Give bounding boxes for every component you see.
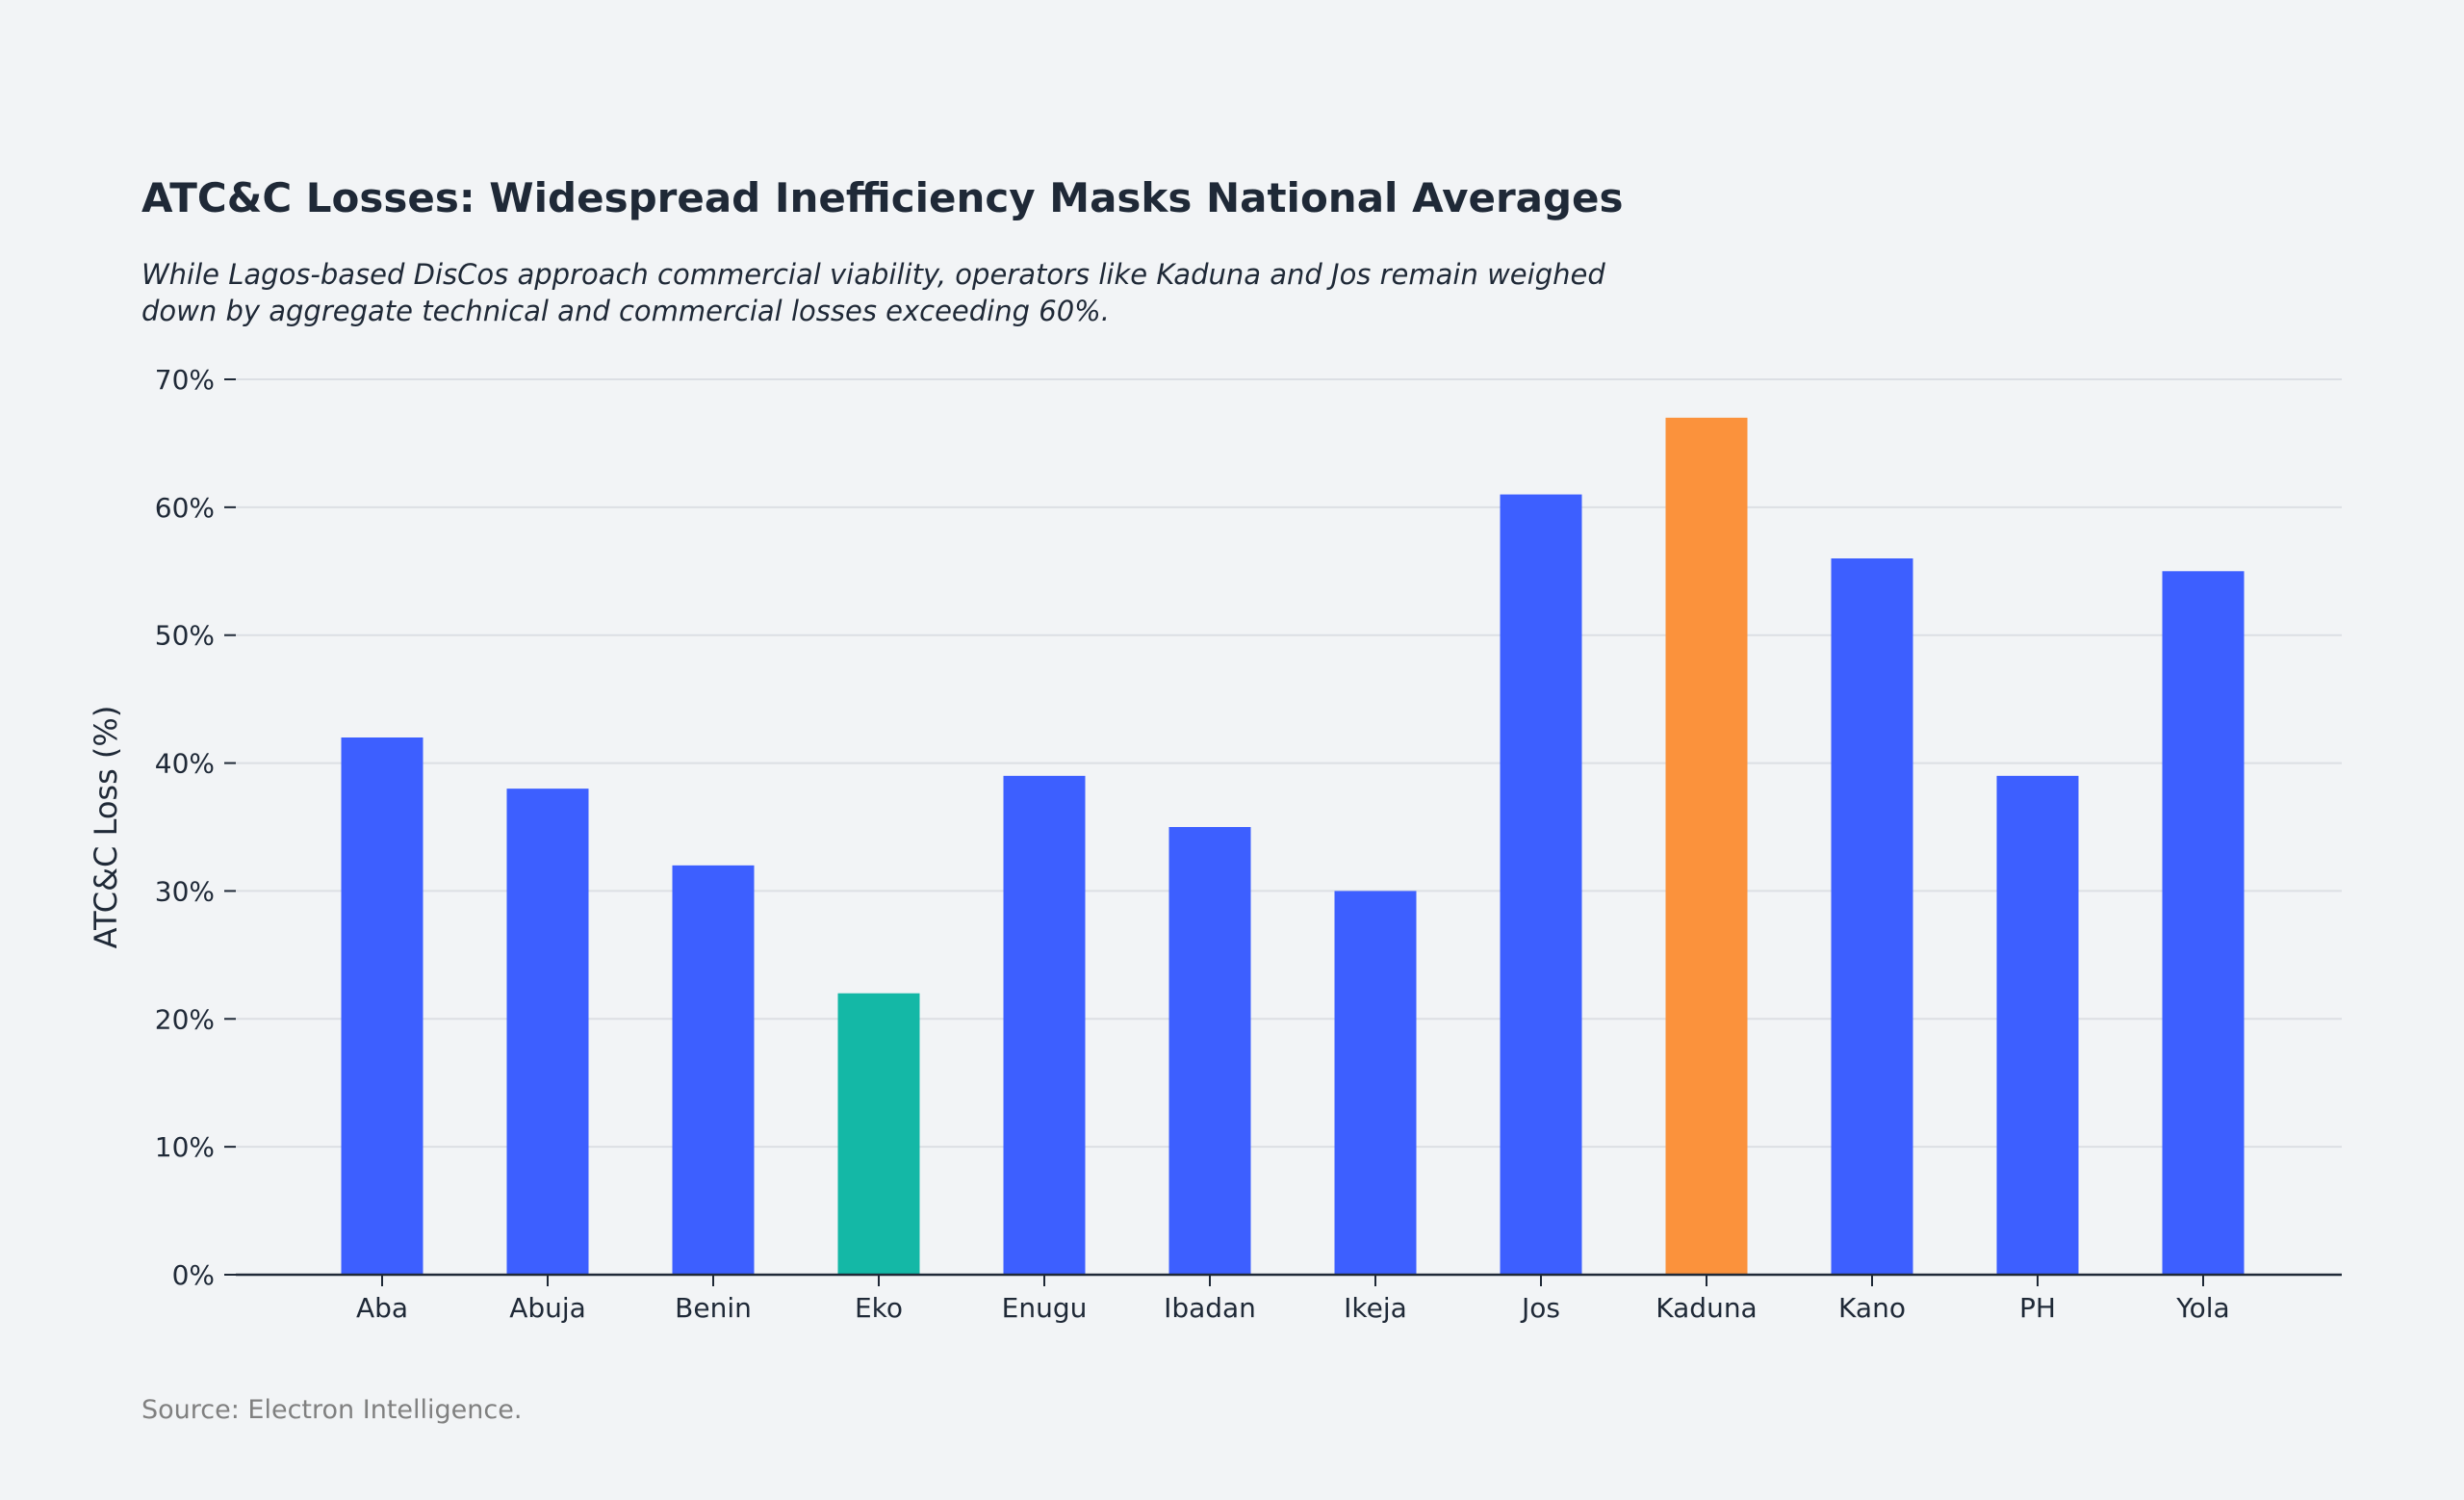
bar-eko <box>837 993 920 1275</box>
bar-abuja <box>506 789 589 1275</box>
x-tick-label: Kano <box>1838 1292 1906 1324</box>
x-tick-label: Yola <box>2175 1292 2229 1324</box>
chart-title: ATC&C Losses: Widespread Inefficiency Ma… <box>141 174 1624 221</box>
y-tick-label: 60% <box>155 492 215 524</box>
x-tick-label: Benin <box>675 1292 752 1324</box>
bar-ikeja <box>1334 891 1417 1275</box>
y-axis-label: ATC&C Loss (%) <box>88 706 124 949</box>
bar-benin <box>672 865 755 1275</box>
x-tick-label: Enugu <box>1002 1292 1088 1324</box>
bar-ibadan <box>1168 827 1251 1275</box>
x-tick-label: Jos <box>1520 1292 1560 1324</box>
bar-yola <box>2162 571 2245 1275</box>
bar-enugu <box>1003 775 1086 1275</box>
x-tick-label: PH <box>2019 1292 2056 1324</box>
bar-kaduna <box>1665 417 1748 1275</box>
x-tick-label: Ikeja <box>1344 1292 1407 1324</box>
y-axis: 0% 10% 20% 30% 40% 50% 60% 70% <box>155 364 236 1291</box>
bar-jos <box>1500 494 1582 1275</box>
x-axis: Aba Abuja Benin Eko Enugu Ibadan Ikeja Jos Kadun… <box>236 1273 2342 1324</box>
y-tick-label: 30% <box>155 875 215 907</box>
x-tick-label: Ibadan <box>1164 1292 1256 1324</box>
y-tick-label: 50% <box>155 620 215 652</box>
x-tick-label: Abuja <box>509 1292 586 1324</box>
x-tick-label: Eko <box>855 1292 903 1324</box>
bar-ph <box>1996 775 2079 1275</box>
source-note: Source: Electron Intelligence. <box>141 1395 522 1425</box>
chart-subtitle-line-1: While Lagos-based DisCos approach commer… <box>141 258 1605 291</box>
bar-kano <box>1831 558 1913 1275</box>
bars <box>341 417 2245 1275</box>
x-tick-label: Aba <box>356 1292 408 1324</box>
y-tick-label: 0% <box>172 1259 215 1291</box>
chart-subtitle-line-2: down by aggregate technical and commerci… <box>141 295 1110 327</box>
y-tick-label: 70% <box>155 364 215 396</box>
y-tick-label: 20% <box>155 1003 215 1035</box>
y-tick-label: 10% <box>155 1131 215 1163</box>
x-tick-label: Kaduna <box>1656 1292 1757 1324</box>
bar-aba <box>341 737 424 1275</box>
y-tick-label: 40% <box>155 748 215 780</box>
